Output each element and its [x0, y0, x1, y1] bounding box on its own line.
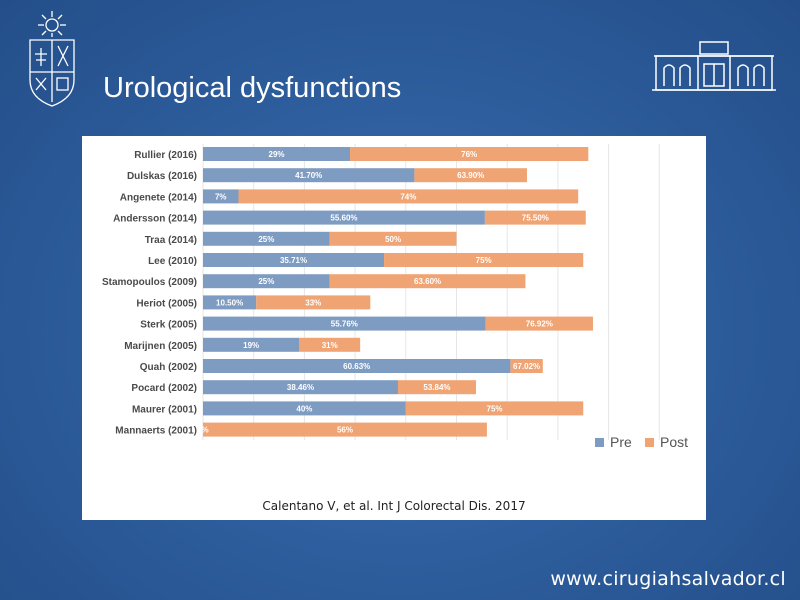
- hospital-building-icon: [652, 41, 776, 91]
- data-label-post: 76%: [461, 150, 477, 159]
- data-label-post: 56%: [337, 426, 353, 435]
- category-label: Angenete (2014): [120, 192, 197, 203]
- bar-pre: [203, 168, 415, 183]
- category-label: Stamopoulos (2009): [102, 277, 197, 288]
- data-label-pre: 19%: [243, 341, 259, 350]
- bar-post: [414, 168, 527, 183]
- category-label: Mannaerts (2001): [115, 426, 197, 437]
- bar-post: [329, 274, 526, 289]
- category-label: Maurer (2001): [132, 404, 197, 415]
- data-label-pre: 29%: [269, 150, 285, 159]
- bar-post: [484, 210, 586, 225]
- bar-pre: [203, 316, 486, 331]
- category-label: Rullier (2016): [134, 150, 197, 161]
- data-label-post: 53.84%: [423, 383, 450, 392]
- category-label: Andersson (2014): [113, 214, 197, 225]
- bar-post: [485, 316, 593, 331]
- data-label-pre: %: [201, 426, 208, 435]
- data-label-pre: 41.70%: [295, 171, 322, 180]
- bar-pre: [203, 337, 300, 352]
- bar-post: [299, 337, 361, 352]
- legend-label-pre: Pre: [610, 434, 632, 450]
- data-label-post: 63.90%: [457, 171, 484, 180]
- legend-swatch-pre: [595, 438, 604, 447]
- data-label-pre: 10.50%: [216, 298, 243, 307]
- bar-post: [350, 147, 589, 161]
- bar-post: [384, 253, 584, 267]
- category-label: Marijnen (2005): [124, 341, 197, 352]
- bar-pre: [203, 380, 398, 395]
- data-label-post: 76.92%: [526, 320, 553, 329]
- citation: Calentano V, et al. Int J Colorectal Dis…: [262, 499, 526, 513]
- bar-post: [238, 189, 579, 204]
- data-label-pre: 25%: [258, 277, 274, 286]
- bar-post: [203, 422, 487, 437]
- data-label-pre: 40%: [296, 404, 312, 413]
- bar-pre: [203, 189, 239, 204]
- data-label-post: 74%: [400, 192, 416, 201]
- legend-swatch-post: [645, 438, 654, 447]
- category-label: Heriot (2005): [136, 298, 197, 309]
- bar-post: [329, 231, 457, 246]
- bar-pre: [203, 295, 257, 310]
- bar-pre: [203, 147, 351, 161]
- data-label-post: 75%: [476, 256, 492, 265]
- university-crest-icon: [29, 11, 75, 107]
- category-label: Quah (2002): [140, 362, 197, 373]
- bar-pre: [203, 231, 330, 246]
- bar-post: [256, 295, 371, 310]
- bar-pre: [203, 359, 511, 373]
- legend-label-post: Post: [660, 434, 688, 450]
- data-label-pre: 38.46%: [287, 383, 314, 392]
- chart-panel: Rullier (2016) 29% 76% Dulskas (2016) 41.70%…: [82, 136, 706, 520]
- stacked-bar-chart: Rullier (2016) 29% 76% Dulskas (2016) 41.70%…: [102, 144, 688, 450]
- data-label-pre: 55.60%: [330, 214, 357, 223]
- bar-post: [510, 359, 543, 373]
- data-label-pre: 35.71%: [280, 256, 307, 265]
- category-label: Sterk (2005): [140, 320, 197, 331]
- category-label: Dulskas (2016): [127, 171, 197, 182]
- category-label: Traa (2014): [145, 235, 197, 246]
- bar-pre: [203, 401, 406, 416]
- bar-post: [397, 380, 476, 395]
- data-label-post: 75.50%: [522, 214, 549, 223]
- data-label-pre: 7%: [215, 192, 227, 201]
- data-label-post: 33%: [305, 298, 321, 307]
- data-label-post: 50%: [385, 235, 401, 244]
- bar-pre: [203, 253, 385, 267]
- footer-url[interactable]: www.cirugiahsalvador.cl: [550, 568, 786, 590]
- bar-post: [405, 401, 584, 416]
- bar-pre: [203, 274, 330, 289]
- data-label-post: 67.02%: [513, 362, 540, 371]
- data-label-pre: 25%: [258, 235, 274, 244]
- bar-pre: [203, 210, 485, 225]
- data-label-post: 63.60%: [414, 277, 441, 286]
- category-label: Pocard (2002): [131, 383, 197, 394]
- category-label: Lee (2010): [148, 256, 197, 267]
- data-label-post: 31%: [322, 341, 338, 350]
- data-label-pre: 60.63%: [343, 362, 370, 371]
- slide-title: Urological dysfunctions: [103, 72, 402, 104]
- data-label-pre: 55.76%: [331, 320, 358, 329]
- data-label-post: 75%: [487, 404, 503, 413]
